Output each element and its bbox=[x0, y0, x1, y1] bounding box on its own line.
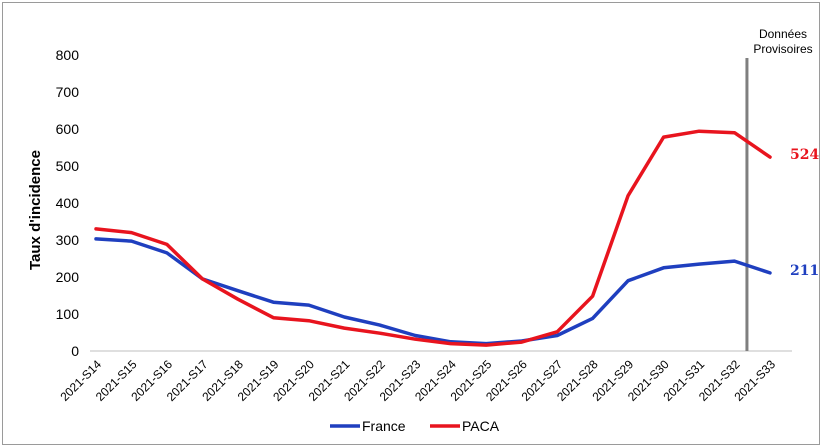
provisional-annotation-line2: Provisoires bbox=[753, 42, 812, 56]
y-axis-label: Taux d'incidence bbox=[27, 150, 44, 270]
end-value-labels: 524 211 bbox=[790, 147, 819, 279]
y-tick-label: 600 bbox=[56, 121, 80, 137]
legend: France PACA bbox=[330, 418, 500, 434]
end-value-label-paca: 524 bbox=[790, 147, 819, 163]
y-tick-label: 0 bbox=[71, 343, 79, 359]
x-tick-labels: 2021-S142021-S152021-S162021-S172021-S18… bbox=[57, 357, 778, 404]
legend-label-paca: PACA bbox=[462, 418, 500, 434]
y-tick-label: 700 bbox=[56, 84, 80, 100]
legend-label-france: France bbox=[362, 418, 406, 434]
y-tick-label: 200 bbox=[56, 269, 80, 285]
y-tick-label: 500 bbox=[56, 158, 80, 174]
y-tick-label: 400 bbox=[56, 195, 80, 211]
end-value-label-france: 211 bbox=[790, 263, 819, 279]
series-line-france bbox=[94, 237, 772, 346]
y-tick-label: 100 bbox=[56, 306, 80, 322]
axes-layer: Taux d'incidence bbox=[27, 150, 44, 270]
y-tick-label: 800 bbox=[56, 47, 80, 63]
y-tick-label: 300 bbox=[56, 232, 80, 248]
series-line-paca bbox=[94, 129, 772, 347]
provisional-annotation-line1: Données bbox=[759, 27, 807, 41]
series-layer bbox=[94, 129, 772, 347]
y-tick-labels: 0 100 200 300 400 500 600 700 800 bbox=[56, 47, 80, 359]
